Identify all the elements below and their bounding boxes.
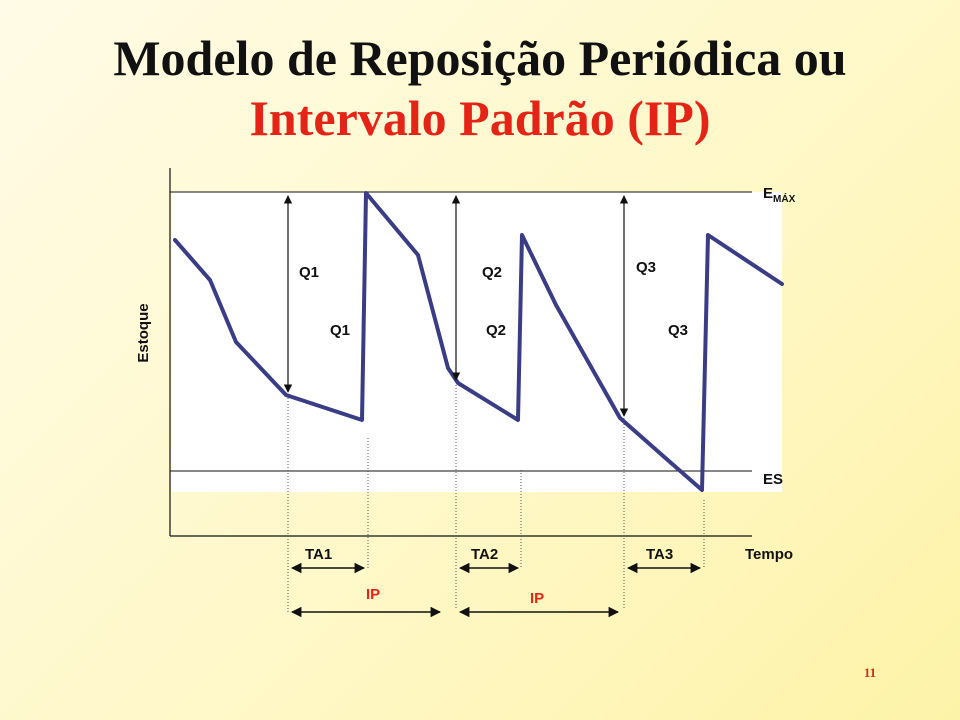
q3-lower-label: Q3 [668, 322, 688, 339]
slide-number: 11 [863, 665, 877, 680]
title-line-2: Intervalo Padrão (IP) [249, 90, 711, 146]
guide-lines [287, 385, 705, 612]
stock-level-line [173, 191, 784, 492]
slide-title: Modelo de Reposição Periódica ou Interva… [0, 28, 960, 148]
q1-lower-label: Q1 [330, 322, 350, 339]
ta1-label: TA1 [305, 546, 332, 563]
plot-area [172, 192, 782, 492]
safety-stock-label: ES [763, 471, 783, 488]
ta3-label: TA3 [646, 546, 673, 563]
ip2-label: IP [530, 590, 544, 607]
y-axis-label: Estoque [135, 303, 152, 362]
q2-lower-label: Q2 [486, 322, 506, 339]
ta2-label: TA2 [471, 546, 498, 563]
q1-upper-label: Q1 [299, 264, 319, 281]
ip1-label: IP [366, 586, 380, 603]
x-axis-label: Tempo [745, 546, 793, 563]
title-line-1: Modelo de Reposição Periódica ou [113, 30, 847, 86]
max-stock-label: EMÁX [763, 185, 796, 205]
q3-upper-label: Q3 [636, 259, 656, 276]
q2-upper-label: Q2 [482, 264, 502, 281]
